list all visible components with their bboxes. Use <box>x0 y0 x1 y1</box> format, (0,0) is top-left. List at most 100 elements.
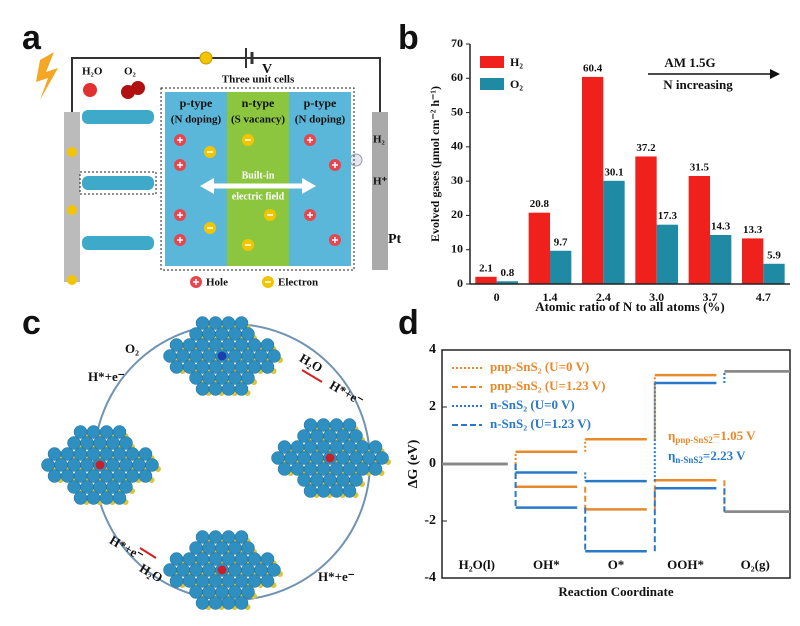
data-label: 31.5 <box>690 162 710 174</box>
annotation-part: η <box>668 428 675 443</box>
atom <box>145 458 159 472</box>
x-axis-label: Reaction Coordinate <box>558 584 673 599</box>
species: H⁺ <box>373 176 388 188</box>
sheet <box>82 236 154 250</box>
pt-electrode <box>372 112 388 270</box>
x-tick-label: 4.7 <box>756 290 771 304</box>
atom <box>342 418 357 432</box>
atom <box>241 585 255 599</box>
region-type: n-type <box>242 96 275 110</box>
bar <box>603 180 625 284</box>
y-tick-label: 60 <box>451 70 463 84</box>
atom <box>112 491 127 505</box>
atom <box>119 480 133 494</box>
wire <box>71 57 381 112</box>
atom <box>73 491 88 505</box>
legend-label: Hole <box>206 277 228 289</box>
atom <box>241 327 255 341</box>
region-type: p-type <box>180 96 213 110</box>
panel-label: b <box>398 19 419 57</box>
bar <box>710 234 732 284</box>
cycle-label: H*+e⁻ <box>318 569 355 584</box>
legend-swatch <box>480 78 504 90</box>
species: H₂O <box>82 66 103 78</box>
atom <box>260 552 275 566</box>
adsorbate <box>217 565 227 575</box>
atom <box>138 447 153 461</box>
cycle-label: H*+e⁻ <box>88 369 125 384</box>
legend-label: pnp-SnS₂ (U=0 V) <box>490 359 589 374</box>
legend-label: n-SnS₂ (U=1.23 V) <box>490 416 591 431</box>
cycle-label: O₂ <box>125 341 139 356</box>
data-label: 14.3 <box>711 221 731 233</box>
atom <box>195 382 210 396</box>
y-tick-label: -4 <box>424 570 436 585</box>
data-label: 9.7 <box>554 236 568 248</box>
atom <box>138 469 153 483</box>
schematic: V Three unit cells Pt H₂O O₂ H₂ H⁺ p-typ… <box>36 48 402 289</box>
atom <box>221 382 236 396</box>
atom <box>112 425 127 439</box>
atom <box>368 440 383 454</box>
atom <box>329 484 344 498</box>
atom <box>349 429 363 443</box>
legend-label: n-SnS₂ (U=0 V) <box>490 397 575 412</box>
annotation-part: pnp-SnS2 <box>675 435 713 445</box>
bar <box>656 224 678 284</box>
molecule <box>349 153 363 167</box>
data-label: 5.9 <box>767 249 781 261</box>
atom <box>260 360 275 374</box>
cycle-label: H*+e⁻ <box>327 377 366 408</box>
y-axis-label: Evolved gases (μmol cm⁻² h⁻¹) <box>428 86 442 242</box>
y-tick-label: 50 <box>451 104 463 118</box>
atom <box>303 484 318 498</box>
legend-label: Electron <box>278 277 318 289</box>
cells-frame <box>160 87 355 271</box>
y-tick-label: 2 <box>429 399 436 414</box>
adsorbate <box>217 351 227 361</box>
x-tick-label: O* <box>608 557 625 572</box>
x-tick-label: 2.4 <box>596 290 611 304</box>
atom <box>342 484 357 498</box>
bar <box>635 156 657 284</box>
bar <box>496 281 518 284</box>
atom <box>119 436 133 450</box>
field-label: Built-in <box>242 170 275 181</box>
panel-label: a <box>22 19 42 57</box>
y-tick-label: 0 <box>457 276 463 290</box>
field-arrow <box>302 178 316 194</box>
legend-label: O₂ <box>510 77 523 91</box>
species: H₂ <box>373 134 386 146</box>
data-label: 37.2 <box>636 142 656 154</box>
y-tick-label: 10 <box>451 241 463 255</box>
x-axis-label: Atomic ratio of N to all atoms (%) <box>535 299 725 314</box>
x-tick-label: 0 <box>494 290 500 304</box>
bar <box>550 250 572 284</box>
annotation: AM 1.5G <box>664 55 715 70</box>
atom <box>241 371 255 385</box>
atom <box>208 382 223 396</box>
bar <box>475 276 497 284</box>
electron-icon <box>67 147 77 157</box>
atom <box>349 473 363 487</box>
annotation-part: =2.23 V <box>703 448 746 463</box>
atom <box>234 382 249 396</box>
x-tick-label: OH* <box>533 557 560 572</box>
atom <box>169 574 184 588</box>
atom <box>234 316 249 330</box>
x-tick-label: 3.7 <box>703 290 718 304</box>
legend-swatch <box>480 56 504 68</box>
voltage: V <box>262 62 272 77</box>
atom <box>316 484 331 498</box>
y-tick-label: 70 <box>451 36 463 50</box>
x-tick-label: 3.0 <box>649 290 664 304</box>
data-label: 30.1 <box>604 166 623 178</box>
region-type: p-type <box>304 96 337 110</box>
data-label: 20.8 <box>530 198 550 210</box>
y-tick-label: 20 <box>451 207 463 221</box>
atom <box>221 596 236 610</box>
x-tick-label: H₂O(l) <box>459 557 495 572</box>
x-tick-label: 1.4 <box>543 290 558 304</box>
electrode-label: Pt <box>388 232 402 247</box>
